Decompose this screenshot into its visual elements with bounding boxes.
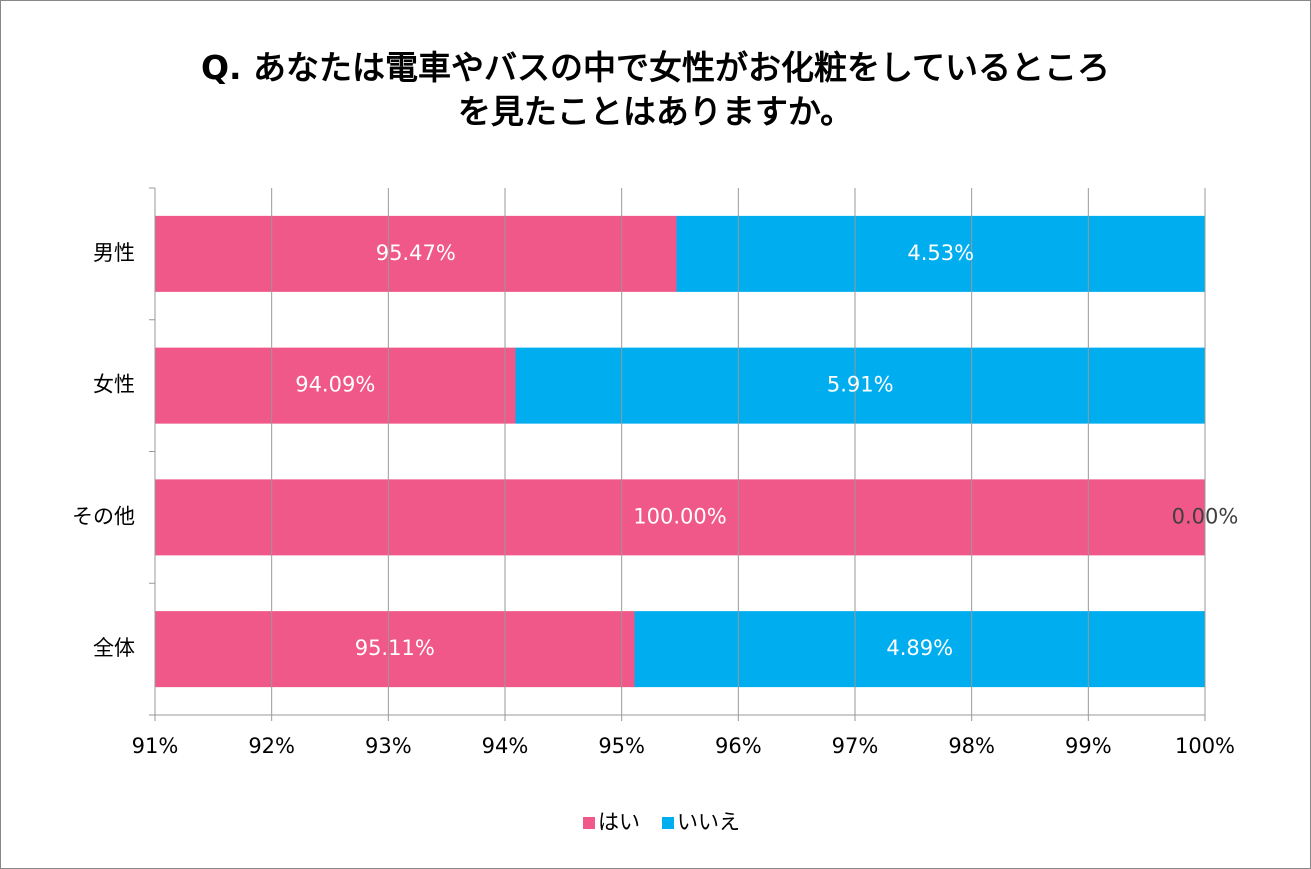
bar-segment: [676, 215, 1205, 292]
data-label: 0.00%: [1172, 504, 1239, 528]
data-label: 100.00%: [633, 504, 726, 528]
data-label: 4.53%: [907, 241, 974, 265]
x-tick-label: 97%: [832, 734, 879, 758]
plot-area: [155, 215, 1205, 688]
legend-swatch: [662, 817, 674, 829]
x-tick-label: 95%: [598, 734, 645, 758]
chart-title: Q. あなたは電車やバスの中で女性がお化粧をしているところ を見たことはあります…: [200, 48, 1111, 131]
y-tick-label: 男性: [93, 241, 135, 265]
x-tick-label: 96%: [715, 734, 762, 758]
x-tick-label: 98%: [948, 734, 995, 758]
y-tick-label: 女性: [93, 373, 135, 397]
legend-label: いいえ: [677, 810, 740, 834]
y-tick-label: その他: [72, 504, 135, 528]
y-tick-label: 全体: [93, 636, 135, 660]
legend-swatch: [583, 817, 595, 829]
data-label: 4.89%: [886, 636, 953, 660]
x-tick-label: 93%: [365, 734, 412, 758]
legend-label: はい: [598, 810, 640, 834]
bar-segment: [634, 611, 1205, 688]
bar-segment: [515, 347, 1205, 424]
x-tick-label: 91%: [132, 734, 179, 758]
x-tick-label: 94%: [482, 734, 529, 758]
bar-segment: [155, 347, 516, 424]
bar-segment: [155, 215, 677, 292]
x-tick-label: 100%: [1175, 734, 1235, 758]
bar-segment: [155, 611, 635, 688]
x-tick-label: 92%: [248, 734, 295, 758]
data-label: 94.09%: [295, 373, 375, 397]
data-label: 5.91%: [827, 373, 894, 397]
data-label: 95.11%: [355, 636, 435, 660]
x-tick-label: 99%: [1065, 734, 1112, 758]
data-label: 95.47%: [376, 241, 456, 265]
bar-segment: [155, 479, 1205, 556]
